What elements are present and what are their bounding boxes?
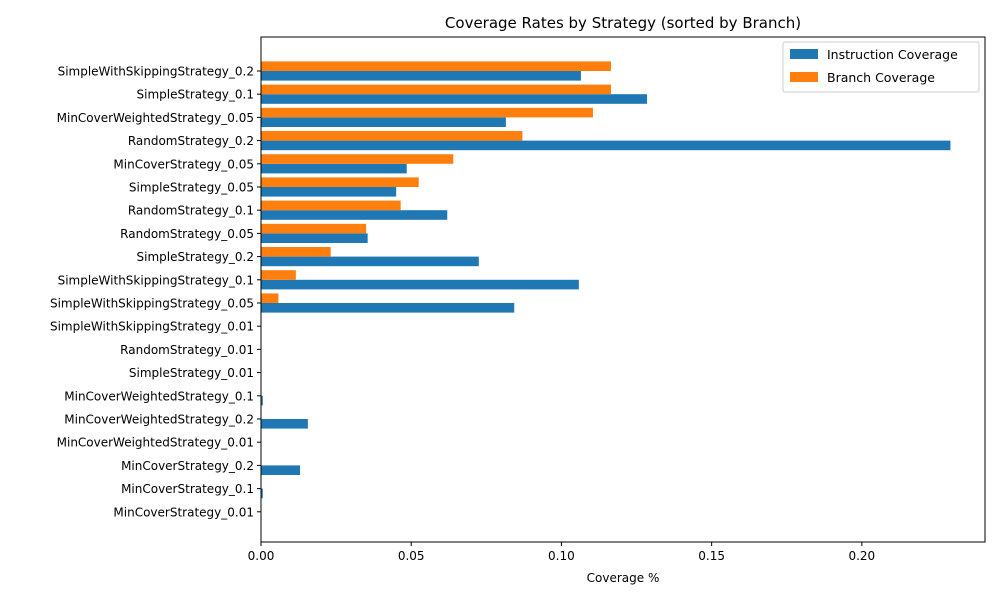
y-tick-label: SimpleStrategy_0.01	[129, 366, 254, 380]
plot-frame	[260, 36, 986, 543]
bar-branch-3	[261, 131, 523, 141]
bar-instruction-0	[261, 71, 581, 81]
bar-branch-6	[261, 200, 401, 211]
bar-branch-4	[261, 154, 454, 164]
bar-instruction-2	[261, 117, 506, 127]
x-tick-label: 0.15	[698, 549, 725, 563]
legend: Instruction Coverage Branch Coverage	[782, 41, 980, 93]
y-tick-label: MinCoverWeightedStrategy_0.1	[64, 389, 254, 403]
bar-instruction-3	[261, 140, 951, 151]
x-tick-label: 0.10	[548, 549, 575, 563]
y-tick-label: MinCoverStrategy_0.1	[121, 482, 254, 496]
chart-title: Coverage Rates by Strategy (sorted by Br…	[445, 14, 801, 32]
y-tick-label: MinCoverStrategy_0.01	[113, 505, 254, 519]
legend-label-instruction: Instruction Coverage	[827, 47, 958, 62]
y-tick-label: MinCoverWeightedStrategy_0.2	[64, 413, 254, 427]
legend-label-branch: Branch Coverage	[827, 70, 935, 85]
x-axis: 0.00 0.05 0.10 0.15 0.20	[248, 542, 875, 563]
bar-branch-7	[261, 223, 367, 234]
y-tick-label: RandomStrategy_0.1	[128, 204, 254, 218]
bar-branch-5	[261, 177, 419, 187]
y-tick-label: RandomStrategy_0.05	[120, 227, 254, 241]
legend-swatch-branch	[790, 72, 818, 82]
bar-instruction-8	[261, 256, 479, 267]
y-tick-label: SimpleStrategy_0.1	[137, 88, 254, 102]
bar-instruction-17	[261, 465, 301, 475]
y-tick-label: RandomStrategy_0.01	[120, 343, 254, 357]
bar-branch-9	[261, 270, 296, 280]
y-tick-label: SimpleWithSkippingStrategy_0.01	[50, 320, 254, 334]
bar-instruction-14	[261, 395, 263, 406]
bar-instruction-15	[261, 419, 308, 429]
bars-group	[261, 61, 951, 499]
bar-branch-1	[261, 84, 611, 95]
y-tick-label: SimpleStrategy_0.2	[137, 250, 254, 264]
bar-instruction-7	[261, 233, 368, 243]
x-tick-label: 0.05	[398, 549, 425, 563]
bar-branch-0	[261, 61, 611, 71]
y-tick-label: SimpleWithSkippingStrategy_0.2	[58, 65, 254, 79]
y-axis: SimpleWithSkippingStrategy_0.2 SimpleStra…	[50, 65, 261, 519]
legend-frame	[782, 41, 980, 93]
bar-branch-8	[261, 247, 331, 257]
bar-instruction-18	[261, 488, 263, 499]
bar-branch-2	[261, 107, 593, 118]
y-tick-label: MinCoverStrategy_0.2	[121, 459, 254, 473]
y-tick-label: SimpleStrategy_0.05	[129, 181, 254, 195]
y-tick-label: MinCoverWeightedStrategy_0.05	[57, 111, 254, 125]
bar-instruction-6	[261, 210, 448, 220]
bar-instruction-4	[261, 163, 407, 174]
y-tick-label: MinCoverWeightedStrategy_0.01	[57, 436, 254, 450]
bar-instruction-5	[261, 187, 397, 197]
y-tick-label: RandomStrategy_0.2	[128, 134, 254, 148]
y-tick-label: SimpleWithSkippingStrategy_0.1	[58, 273, 254, 287]
bar-instruction-10	[261, 303, 515, 313]
x-tick-label: 0.00	[248, 549, 275, 563]
bar-branch-10	[261, 293, 279, 303]
bar-instruction-9	[261, 279, 579, 290]
y-tick-label: SimpleWithSkippingStrategy_0.05	[50, 297, 254, 311]
y-tick-label: MinCoverStrategy_0.05	[113, 157, 254, 171]
bar-instruction-1	[261, 94, 648, 104]
x-tick-label: 0.20	[848, 549, 875, 563]
x-axis-label: Coverage %	[587, 571, 660, 585]
legend-swatch-instruction	[790, 49, 818, 59]
